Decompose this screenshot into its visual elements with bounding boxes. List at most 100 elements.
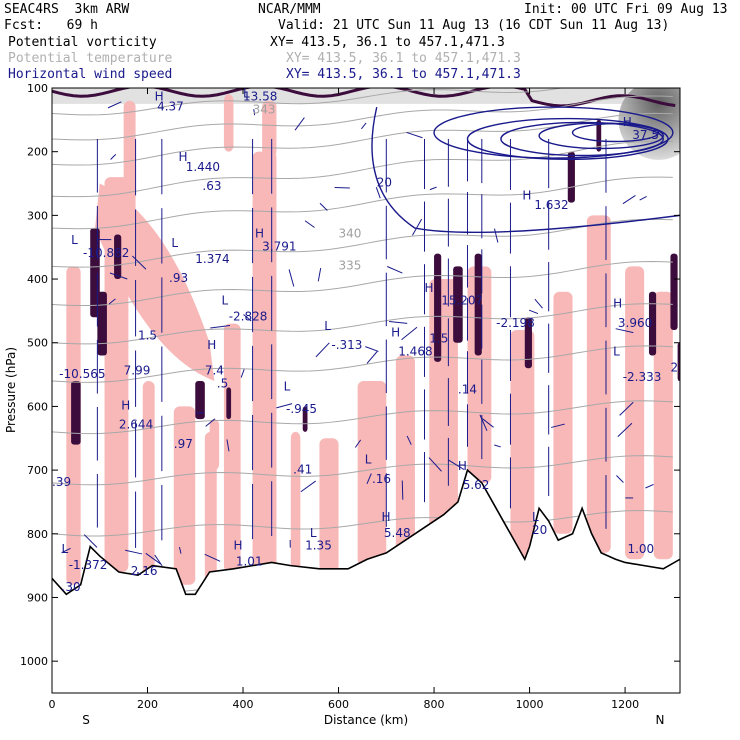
- wind-vector: [365, 346, 379, 352]
- pv-light-region: [204, 431, 217, 585]
- contour-annotation: 15.207: [441, 294, 483, 308]
- y-tick-label: 900: [27, 591, 48, 604]
- field-xy-pv: XY= 413.5, 36.1 to 457.1,471.3: [270, 35, 505, 50]
- wind-vector: [448, 459, 465, 470]
- contour-annotation: -.313: [331, 338, 362, 352]
- theta-isentrope: [52, 455, 673, 486]
- pv-light-region: [290, 431, 301, 572]
- pv-dark-region: [302, 406, 308, 432]
- contour-annotation: -2.828: [229, 309, 268, 323]
- pv-dark-region: [648, 291, 657, 356]
- contour-annotation: L: [310, 526, 317, 540]
- wind-vector: [428, 457, 442, 472]
- contour-annotation: L: [324, 319, 331, 333]
- pv-light-region: [510, 330, 535, 560]
- x-tick-label: 400: [233, 698, 254, 711]
- contour-annotation: 1.468: [398, 344, 432, 358]
- wind-vector: [386, 266, 403, 274]
- theta-isentrope: [52, 218, 673, 268]
- wind-vector: [132, 255, 147, 270]
- wind-vector: [493, 228, 499, 243]
- pv-light-region: [653, 291, 673, 560]
- wind-vector: [294, 117, 305, 131]
- theta-isentrope: [52, 400, 673, 435]
- contour-annotation: .16: [372, 472, 391, 486]
- contour-annotation: L: [171, 236, 178, 250]
- contour-annotation: 340: [339, 227, 362, 241]
- contour-annotation: .39: [52, 475, 71, 489]
- contour-annotation: 13.58: [243, 90, 277, 104]
- wind-vector: [615, 328, 634, 334]
- x-axis-title: Distance (km): [324, 713, 408, 727]
- theta-isentrope: [52, 95, 673, 141]
- contour-annotation: .41: [293, 462, 312, 476]
- contour-annotation: H: [207, 338, 216, 352]
- wind-vector: [317, 267, 322, 282]
- wind-vector: [61, 547, 71, 554]
- x-tick-label: 200: [137, 698, 158, 711]
- y-tick-label: 700: [27, 464, 48, 477]
- theta-isentrope: [52, 88, 565, 116]
- contour-annotation: 2.5: [670, 360, 689, 374]
- pv-dark-region: [670, 253, 678, 330]
- contour-annotation: -2.333: [623, 370, 662, 384]
- contour-annotation: L: [613, 344, 620, 358]
- pv-dark-region: [226, 387, 232, 420]
- contour-annotation: 1.374: [195, 252, 229, 266]
- x-tick-label: 800: [424, 698, 445, 711]
- contour-annotation: H: [458, 459, 467, 473]
- contour-annotation: L: [365, 453, 372, 467]
- contour-annotation: L: [71, 233, 78, 247]
- theta-isentrope: [52, 112, 673, 166]
- contour-annotation: 1.35: [305, 539, 332, 553]
- contour-annotation: L: [62, 542, 69, 556]
- wind-vector: [110, 154, 117, 160]
- wind-vector: [196, 412, 205, 414]
- wind-vector: [125, 549, 143, 555]
- wind-vector: [401, 326, 418, 341]
- wind-vector: [288, 269, 295, 287]
- contour-annotation: -.945: [286, 402, 317, 416]
- contour-annotation: H: [391, 325, 400, 339]
- wind-vector: [482, 418, 494, 428]
- wind-speed-contour: [571, 122, 660, 143]
- wind-vector: [622, 194, 636, 205]
- wind-vector: [226, 439, 230, 452]
- wind-vector: [617, 422, 633, 438]
- field-name-theta: Potential temperature: [8, 51, 173, 66]
- contour-annotation: H: [522, 188, 531, 202]
- wind-vector: [361, 122, 367, 130]
- y-tick-label: 600: [27, 400, 48, 413]
- wind-vector: [108, 298, 116, 305]
- field-name-wind: Horizontal wind speed: [8, 67, 173, 82]
- contour-annotation: 2.644: [119, 418, 153, 432]
- wind-speed-contour: [371, 106, 680, 234]
- pv-light-region: [209, 419, 220, 471]
- pv-light-region: [553, 291, 573, 534]
- pv-dark-region: [567, 151, 575, 203]
- wind-vector: [240, 369, 245, 378]
- contour-annotation: H: [155, 90, 164, 104]
- pv-light-region: [262, 100, 277, 159]
- contour-annotation: H: [613, 297, 622, 311]
- contour-annotation: 20: [532, 523, 547, 537]
- field-xy-theta: XY= 413.5, 36.1 to 457.1,471.3: [286, 51, 521, 66]
- wind-vector: [412, 218, 423, 236]
- valid-label: Valid: 21 UTC Sun 11 Aug 13 (16 CDT Sun …: [278, 18, 670, 33]
- pv-dark-region: [453, 266, 463, 343]
- wind-vector: [619, 401, 634, 416]
- contour-annotation: H: [179, 150, 188, 164]
- wind-vector: [334, 186, 350, 189]
- pv-light-region: [223, 323, 241, 572]
- pv-dark-region: [474, 253, 482, 356]
- contour-annotation: L: [222, 294, 229, 308]
- wind-speed-contour: [538, 122, 664, 150]
- x-tick-label: 1000: [516, 698, 544, 711]
- pv-dark-region: [195, 380, 205, 420]
- contour-annotation: 20: [377, 176, 392, 190]
- contour-annotation: 1.01: [236, 555, 263, 569]
- pv-light-region: [319, 438, 339, 572]
- wind-speed-contour: [433, 106, 674, 159]
- wind-vector: [494, 444, 501, 448]
